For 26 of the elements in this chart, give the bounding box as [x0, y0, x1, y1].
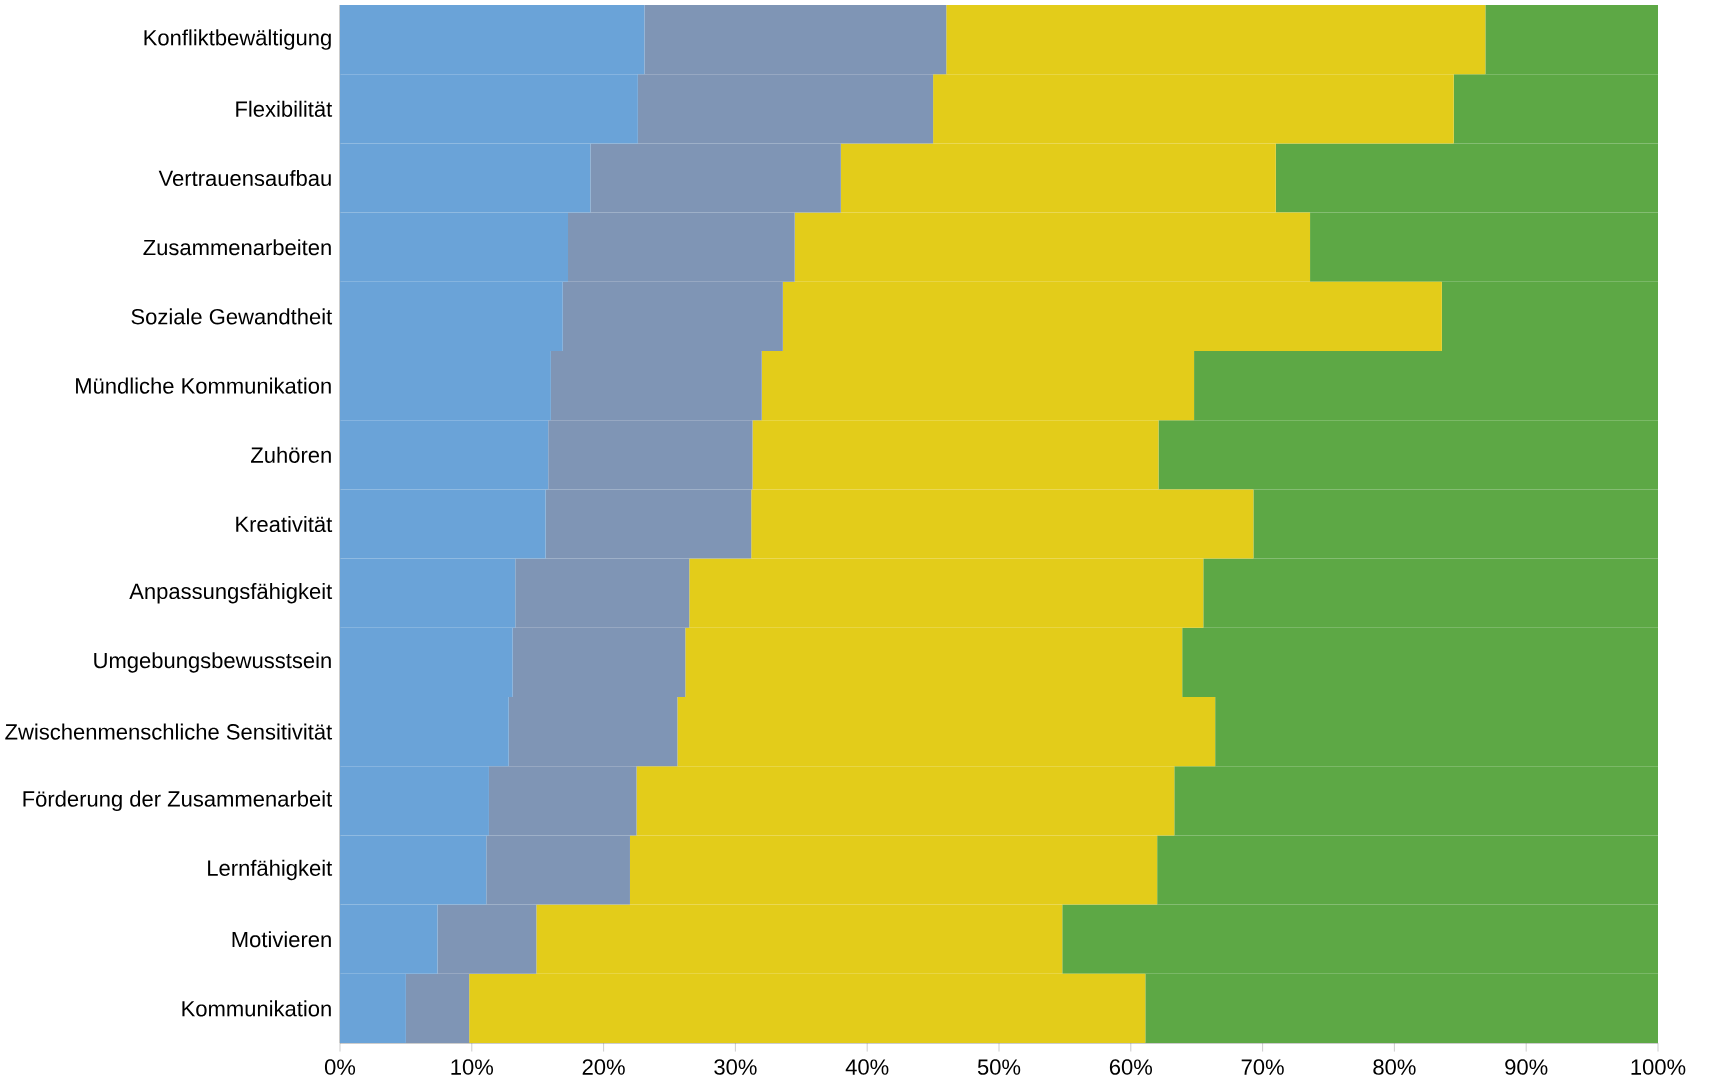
x-tick-label: 70% — [1241, 1059, 1284, 1075]
x-tick-label: 10% — [451, 1059, 494, 1075]
y-tick-label: Mündliche Kommunikation — [76, 377, 331, 394]
y-tick-label: Vertrauensaufbau — [158, 169, 331, 187]
x-tick-label: 20% — [582, 1059, 625, 1075]
y-tick-label: Anpassungsfähigkeit — [129, 582, 333, 604]
y-tick-label: Zuhören — [251, 446, 331, 463]
x-tick-label: 50% — [977, 1059, 1021, 1075]
y-tick-label: Kreativität — [236, 515, 333, 533]
y-tick-label: Lernfähigkeit — [208, 859, 333, 881]
x-tick-label: 80% — [1373, 1059, 1416, 1075]
y-tick-label: Zusammenarbeiten — [143, 239, 331, 256]
y-tick-label: Kommunikation — [182, 1000, 331, 1017]
y-tick-label: Umgebungsbewusstsein — [94, 652, 331, 673]
y-tick-label: Zwischenmenschliche Sensitivität — [5, 723, 333, 740]
y-tick-label: Flexibilität — [236, 100, 333, 117]
y-tick-label: Konfliktbewältigung — [144, 29, 331, 50]
x-tick-label: 0% — [324, 1059, 356, 1075]
x-tick-label: 90% — [1505, 1059, 1548, 1075]
y-tick-label: Förderung der Zusammenarbeit — [23, 790, 333, 812]
y-tick-label: Soziale Gewandtheit — [131, 308, 333, 325]
y-tick-label: Motivieren — [232, 931, 331, 948]
x-tick-label: 60% — [1109, 1059, 1153, 1075]
x-tick-label: 100% — [1631, 1059, 1686, 1075]
x-tick-label: 30% — [714, 1059, 757, 1075]
x-tick-label: 40% — [845, 1059, 889, 1075]
